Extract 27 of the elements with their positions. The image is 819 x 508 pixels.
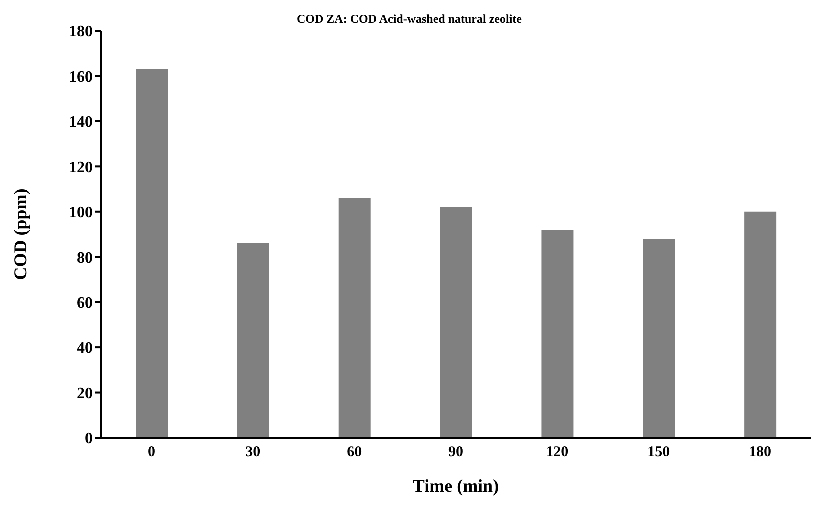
y-tick-label: 40 [77,340,93,358]
bar [136,69,168,438]
x-tick-label: 90 [448,444,464,461]
x-tick-label: 150 [648,444,670,461]
x-axis-title: Time (min) [412,476,500,496]
bar [440,207,472,438]
chart-title: COD ZA: COD Acid-washed natural zeolite [297,12,522,26]
x-tick-label: 30 [246,444,261,461]
bar [542,230,574,438]
bar [338,198,371,438]
y-tick-label: 140 [69,114,93,132]
y-tick-label: 80 [77,250,93,267]
x-tick-label: 180 [749,444,772,461]
y-tick-label: 0 [85,430,93,448]
y-tick-label: 20 [77,385,93,402]
bar [643,239,676,438]
y-tick-label: 60 [77,295,93,312]
x-tick-label: 60 [347,444,362,461]
y-tick-label: 160 [69,68,93,86]
x-tick-label: 0 [148,444,156,461]
y-tick-label: 120 [69,159,93,176]
y-axis-title: COD (ppm) [10,188,30,280]
x-tick-label: 120 [546,444,569,461]
bar [237,244,270,438]
y-tick-label: 180 [69,24,93,41]
y-tick-label: 100 [69,204,93,222]
bar [744,212,777,438]
